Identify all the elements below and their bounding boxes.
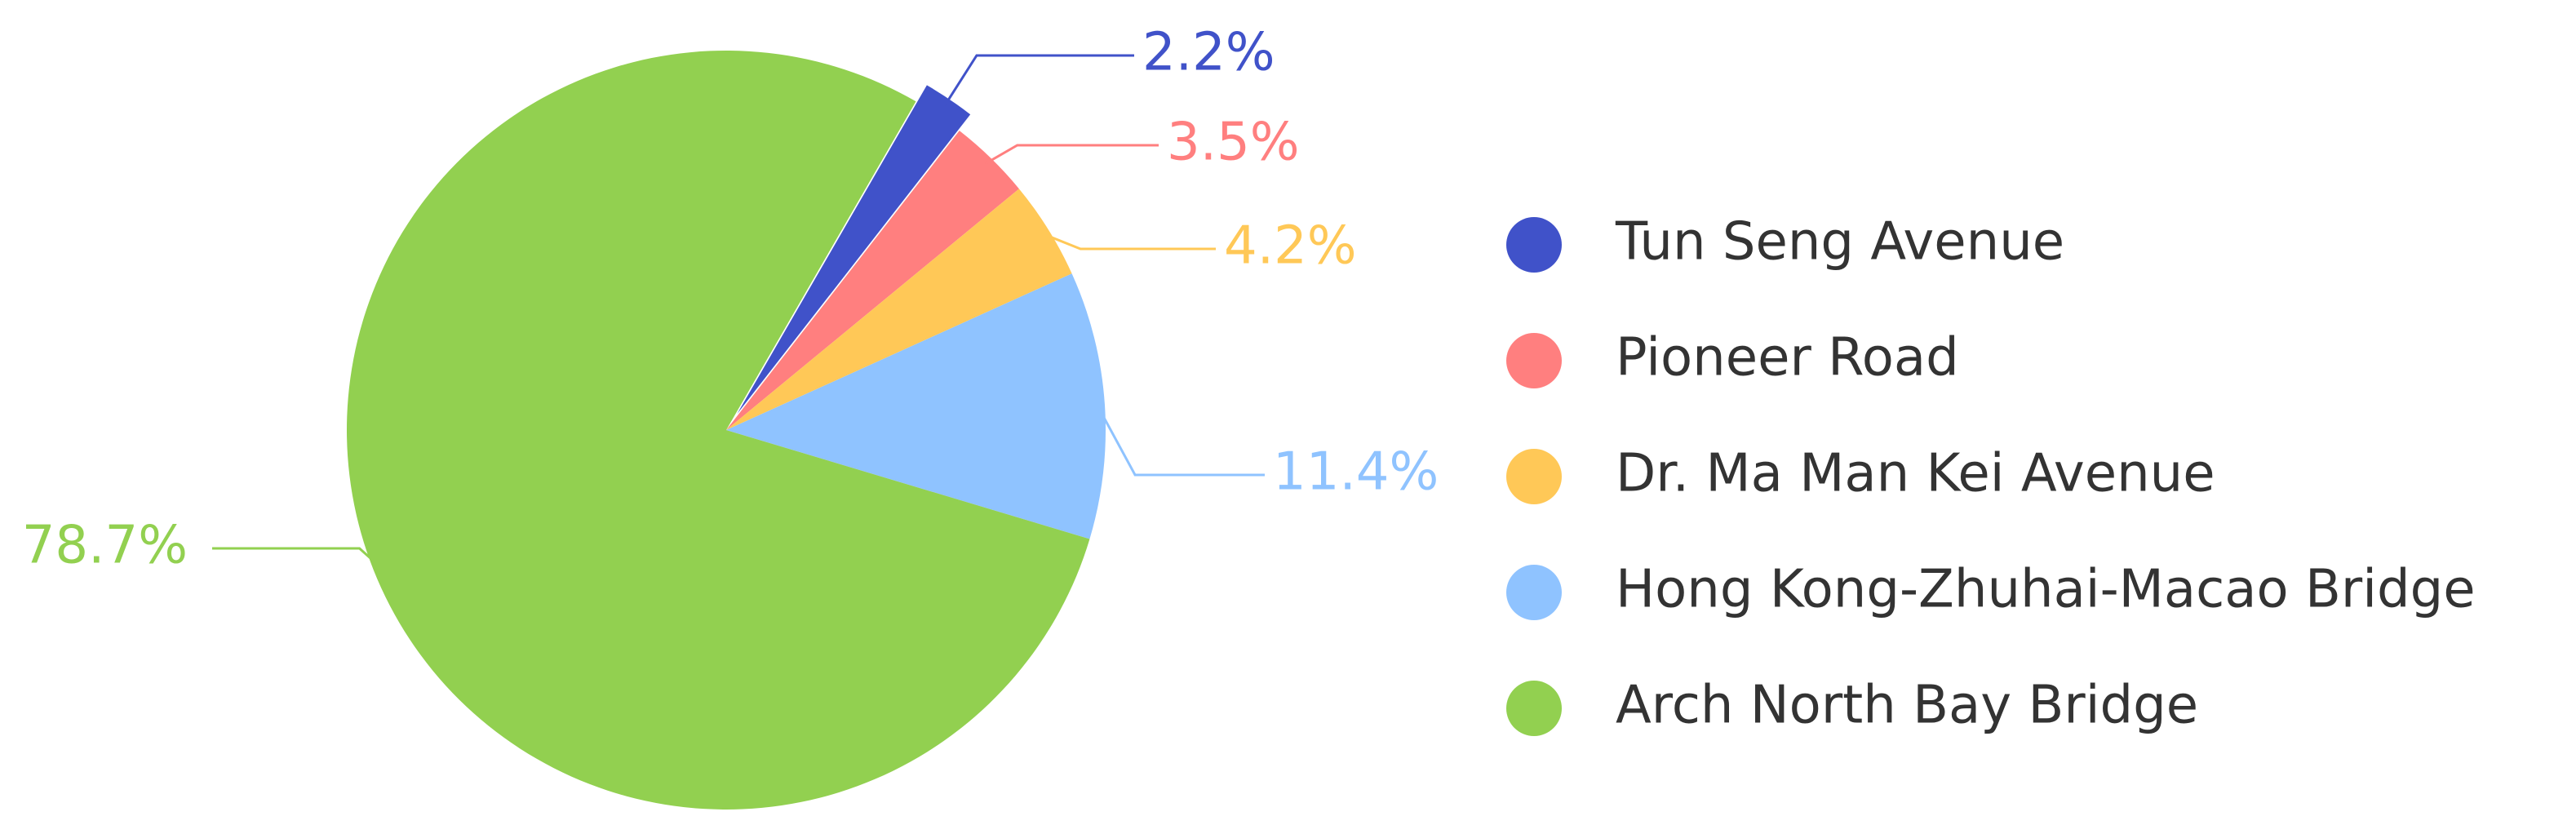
slice-label: 11.4%	[1273, 442, 1439, 503]
legend-item[interactable]: Hong Kong-Zhuhai-Macao Bridge	[1506, 560, 2476, 620]
pie-slices	[347, 50, 1106, 810]
slice-label: 3.5%	[1167, 113, 1300, 173]
legend-marker	[1506, 565, 1562, 620]
leader-line	[985, 144, 1159, 165]
legend-label: Hong Kong-Zhuhai-Macao Bridge	[1616, 560, 2476, 620]
leader-line	[1041, 232, 1216, 251]
legend-item[interactable]: Pioneer Road	[1506, 328, 1959, 388]
pie-slice-arch-north-bay-bridge	[347, 50, 1090, 810]
legend-marker	[1506, 449, 1562, 504]
legend-item[interactable]: Arch North Bay Bridge	[1506, 676, 2198, 736]
pie-slice-tun-seng-avenue	[737, 85, 971, 415]
leader-line	[1096, 404, 1265, 477]
pie-slice-dr-ma-man-kei-avenue	[726, 189, 1072, 431]
leader-line	[943, 54, 1134, 106]
legend-marker	[1506, 681, 1562, 736]
leader-lines	[212, 54, 1265, 569]
legend-label: Dr. Ma Man Kei Avenue	[1616, 444, 2215, 504]
legend-label: Tun Seng Avenue	[1615, 212, 2064, 273]
legend-marker	[1506, 333, 1562, 388]
pie-slice-pioneer-road	[726, 131, 1019, 430]
slice-labels: 2.2% 3.5% 4.2% 11.4% 78.7%	[22, 23, 1439, 576]
legend-label: Pioneer Road	[1616, 328, 1959, 388]
pie-slice-hong-kong-zhuhai-macao-bridge	[726, 273, 1106, 539]
slice-label: 2.2%	[1142, 23, 1275, 83]
legend-item[interactable]: Tun Seng Avenue	[1506, 212, 2064, 273]
legend-item[interactable]: Dr. Ma Man Kei Avenue	[1506, 444, 2215, 504]
legend: Tun Seng Avenue Pioneer Road Dr. Ma Man Ke…	[1506, 212, 2476, 736]
legend-marker	[1506, 217, 1562, 273]
slice-label: 78.7%	[22, 516, 188, 576]
legend-label: Arch North Bay Bridge	[1616, 676, 2198, 736]
slice-label: 4.2%	[1224, 216, 1357, 277]
leader-line	[212, 547, 382, 569]
